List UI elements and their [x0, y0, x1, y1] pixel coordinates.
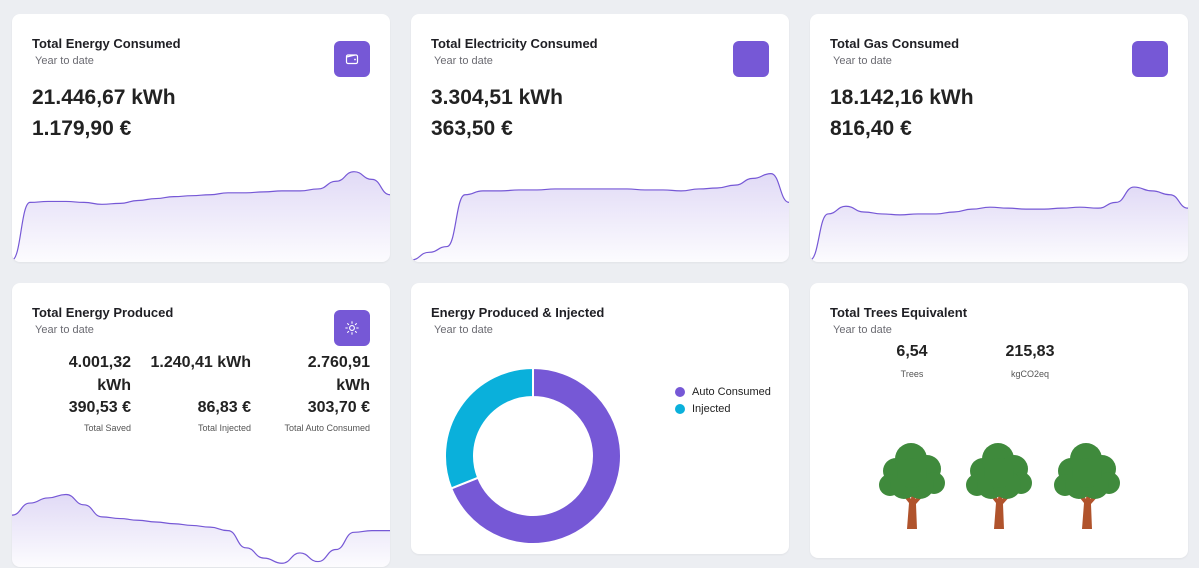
- kwh-value: 18.142,16 kWh: [830, 86, 974, 109]
- wallet-icon-button[interactable]: [334, 41, 370, 77]
- tree-icon: [1054, 443, 1120, 529]
- card-subtitle: Year to date: [434, 55, 493, 67]
- sun-icon-button[interactable]: [334, 310, 370, 346]
- total-saved-stat: 4.001,32 kWh 390,53 € Total Saved: [69, 351, 131, 433]
- stat-kwh-unit: kWh: [97, 377, 131, 394]
- trees-equivalent-card: Total Trees Equivalent Year to date 6,54…: [810, 283, 1188, 558]
- energy-produced-sparkline: [12, 493, 390, 567]
- legend-item-auto-consumed[interactable]: Auto Consumed: [675, 383, 771, 400]
- legend-dot: [675, 386, 685, 397]
- legend-label: Auto Consumed: [692, 385, 771, 398]
- trees-label: Trees: [900, 369, 924, 379]
- eur-value: 1.179,90 €: [32, 117, 132, 140]
- tree-icon: [966, 443, 1032, 529]
- produced-injected-card: Energy Produced & Injected Year to date …: [411, 283, 789, 554]
- kwh-value: 3.304,51 kWh: [431, 86, 563, 109]
- sparkline-line: [810, 186, 1188, 261]
- card-title: Total Electricity Consumed: [431, 36, 598, 51]
- donut-slice-injected: [444, 367, 534, 490]
- card-title: Total Energy Produced: [32, 305, 174, 320]
- stat-kwh: 2.760,91: [307, 354, 370, 371]
- trees-value: 6,54: [896, 343, 928, 360]
- stat-label: Total Injected: [197, 423, 251, 433]
- total-auto-consumed-stat: 2.760,91 kWh 303,70 € Total Auto Consume…: [284, 351, 370, 433]
- wallet-icon: [345, 54, 359, 65]
- card-subtitle: Year to date: [35, 324, 94, 336]
- legend-label: Injected: [692, 402, 731, 415]
- card-subtitle: Year to date: [35, 55, 94, 67]
- eur-value: 363,50 €: [431, 117, 513, 140]
- stat-eur: 86,83 €: [197, 399, 251, 416]
- electricity-icon-button[interactable]: [733, 41, 769, 77]
- sparkline-line: [411, 172, 789, 261]
- stat-label: Total Saved: [83, 423, 131, 433]
- donut-slice-auto-consumed: [449, 367, 622, 545]
- gas-icon-button[interactable]: [1132, 41, 1168, 77]
- stat-label: Total Auto Consumed: [284, 423, 370, 433]
- sparkline-line: [12, 493, 390, 564]
- stat-kwh: 1.240,41 kWh: [150, 354, 252, 371]
- sparkline-area: [411, 173, 789, 262]
- gas-consumed-card: Total Gas Consumed Year to date 18.142,1…: [810, 14, 1188, 262]
- sparkline-area: [12, 171, 390, 262]
- card-title: Total Gas Consumed: [830, 36, 960, 51]
- card-subtitle: Year to date: [434, 324, 493, 336]
- co2-label: kgCO2eq: [1010, 369, 1050, 379]
- sun-icon: [345, 321, 359, 335]
- energy-consumed-sparkline: [12, 171, 390, 262]
- sparkline-area: [12, 494, 390, 567]
- sparkline-area: [810, 187, 1188, 262]
- card-title: Total Trees Equivalent: [830, 305, 968, 320]
- trees-stat: 6,54 Trees: [885, 343, 939, 379]
- chart-legend: Auto Consumed Injected: [675, 383, 771, 417]
- stat-kwh-unit: kWh: [336, 377, 370, 394]
- energy-consumed-card: Total Energy Consumed Year to date 21.44…: [12, 14, 390, 262]
- card-title: Total Energy Consumed: [32, 36, 181, 51]
- co2-stat: 215,83 kgCO2eq: [990, 343, 1070, 379]
- card-title: Energy Produced & Injected: [431, 305, 605, 320]
- card-subtitle: Year to date: [833, 55, 892, 67]
- card-subtitle: Year to date: [833, 324, 892, 336]
- gas-consumed-sparkline: [810, 186, 1188, 262]
- kwh-value: 21.446,67 kWh: [32, 86, 176, 109]
- sparkline-line: [12, 171, 390, 261]
- co2-value: 215,83: [1005, 343, 1055, 360]
- eur-value: 816,40 €: [830, 117, 912, 140]
- total-injected-stat: 1.240,41 kWh 86,83 € Total Injected: [151, 351, 252, 433]
- stat-kwh: 4.001,32: [68, 354, 131, 371]
- legend-item-injected[interactable]: Injected: [675, 400, 771, 417]
- energy-produced-card: Total Energy Produced Year to date 4.001…: [12, 283, 390, 567]
- electricity-consumed-card: Total Electricity Consumed Year to date …: [411, 14, 789, 262]
- legend-dot: [675, 403, 685, 414]
- electricity-consumed-sparkline: [411, 172, 789, 262]
- tree-icon: [879, 443, 945, 529]
- produced-injected-donut-chart: [444, 367, 622, 545]
- stat-eur: 303,70 €: [307, 399, 370, 416]
- stat-eur: 390,53 €: [68, 399, 131, 416]
